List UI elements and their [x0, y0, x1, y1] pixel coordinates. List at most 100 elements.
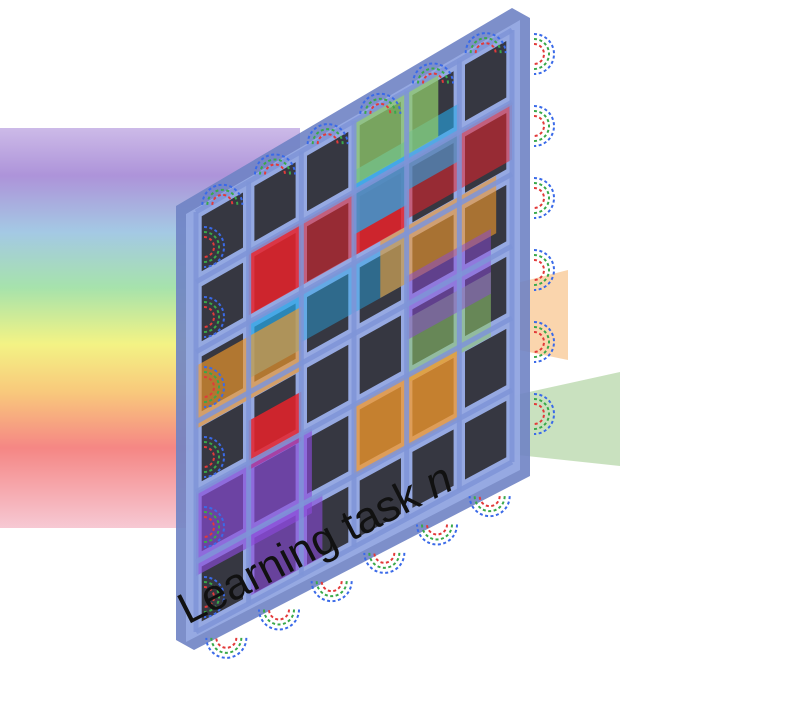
ring-arc	[264, 163, 286, 175]
detector-ring-marker	[203, 366, 225, 408]
ring-arc	[533, 254, 550, 286]
ring-arc	[215, 637, 238, 649]
beam-patch	[196, 428, 312, 576]
ring-arc	[206, 188, 239, 205]
pixel-cell	[359, 458, 401, 537]
ring-arc	[421, 524, 453, 541]
ring-arc	[263, 609, 295, 626]
ring-arc	[203, 576, 225, 618]
metasurface-panel	[176, 8, 530, 650]
ring-arc	[533, 326, 550, 358]
ring-arc	[203, 441, 220, 473]
ring-arc	[203, 231, 220, 263]
ring-arc	[368, 552, 401, 569]
ring-arc	[533, 331, 545, 353]
grid-line-horizontal	[194, 315, 514, 495]
ring-arc	[533, 187, 545, 209]
pixel-cell	[307, 415, 349, 494]
detector-ring-marker	[359, 92, 402, 114]
grid-line-horizontal	[194, 171, 514, 355]
pixel-cell	[201, 262, 243, 342]
detector-ring-marker	[464, 32, 507, 54]
ring-arc	[203, 376, 215, 398]
detector-ring-marker	[205, 637, 248, 659]
ring-arc	[258, 609, 300, 631]
grid-line-horizontal	[194, 387, 514, 565]
pixel-cell	[359, 315, 401, 395]
ring-arc	[473, 496, 506, 513]
beam-patch	[380, 175, 497, 298]
ring-arc	[203, 236, 215, 258]
ring-arc	[468, 496, 511, 518]
ring-arc	[533, 259, 545, 281]
ring-arc	[320, 581, 343, 593]
ring-arc	[203, 511, 220, 543]
ring-arc	[203, 586, 215, 608]
detector-ring-marker	[533, 105, 555, 147]
ring-arc	[306, 123, 349, 145]
grid-line-horizontal	[194, 99, 514, 285]
detector-ring-marker	[412, 62, 454, 84]
detector-ring-marker	[203, 296, 225, 338]
detector-ring-marker	[310, 581, 353, 603]
ring-arc	[211, 193, 234, 205]
pixel-cell	[201, 403, 243, 482]
ring-arc	[417, 67, 449, 84]
pixel-cell	[307, 273, 349, 353]
ring-arc	[210, 637, 243, 654]
detector-ring-marker	[203, 576, 225, 618]
ring-arc	[203, 446, 215, 468]
ring-arc	[203, 296, 225, 338]
ring-arc	[203, 436, 225, 478]
ring-arc	[533, 182, 550, 214]
ring-arc	[533, 177, 555, 219]
ring-arc	[533, 38, 550, 70]
detector-ring-marker	[533, 321, 555, 363]
ring-arc	[259, 158, 291, 175]
ring-arc	[369, 102, 392, 114]
grid-line-horizontal	[194, 243, 514, 425]
ring-arc	[203, 516, 215, 538]
ring-arc	[364, 97, 397, 114]
ring-arc	[203, 366, 225, 408]
ring-arc	[315, 581, 348, 598]
pixel-cell	[201, 192, 243, 272]
detector-ring-marker	[306, 123, 349, 145]
beam-patch	[248, 493, 323, 597]
ring-arc	[474, 42, 497, 54]
ring-arc	[426, 524, 448, 536]
ring-arc	[203, 301, 220, 333]
detector-ring-marker	[254, 153, 296, 175]
ring-arc	[533, 43, 545, 65]
grid-line-horizontal	[194, 459, 514, 635]
ring-arc	[533, 321, 555, 363]
ring-arc	[412, 62, 454, 84]
detector-ring-marker	[363, 552, 406, 574]
ring-arc	[533, 398, 550, 430]
grid-lines	[193, 27, 515, 635]
pixel-cell	[254, 162, 296, 242]
detector-ring-marker	[203, 226, 225, 268]
beam-patch	[354, 72, 439, 185]
pixel-cell	[412, 429, 454, 508]
ring-arc	[533, 105, 555, 147]
ring-arc	[363, 552, 406, 574]
beam-patch	[406, 229, 491, 341]
pixel-cell	[465, 41, 507, 121]
ring-arc	[359, 92, 402, 114]
detector-ring-marker	[533, 393, 555, 435]
ring-arc	[203, 506, 225, 548]
ring-arc	[533, 249, 555, 291]
detector-ring-marker	[201, 183, 244, 205]
ring-arc	[533, 110, 550, 142]
pixel-cell	[307, 344, 349, 424]
detector-ring-marker	[258, 609, 300, 631]
ring-arc	[533, 115, 545, 137]
detector-ring-marker	[416, 524, 458, 546]
detector-ring-marker	[533, 249, 555, 291]
pixel-cell	[465, 400, 507, 480]
ring-arc	[464, 32, 507, 54]
ring-arc	[422, 72, 444, 84]
ring-arc	[469, 37, 502, 54]
